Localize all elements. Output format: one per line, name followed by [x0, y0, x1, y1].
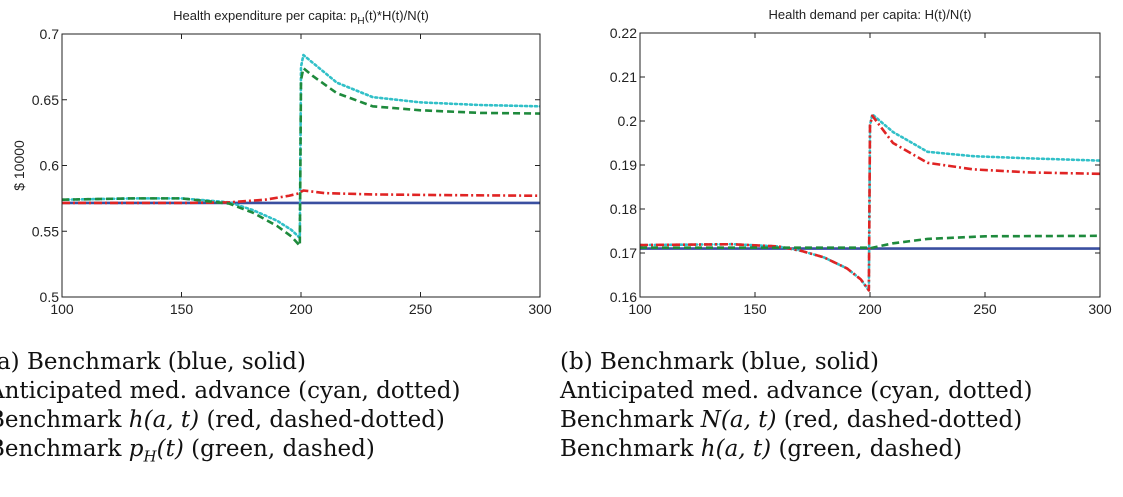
- chart-b-series-line-3: [640, 234, 1100, 250]
- chart-a-series-line-3: [62, 66, 540, 248]
- chart-a-caption-math-3: pH(t): [128, 436, 184, 466]
- chart-a-caption-line-1: Anticipated med. advance (cyan, dotted): [0, 378, 461, 404]
- chart-b-ytick-label-5: 0.21: [610, 69, 637, 85]
- chart-b-caption-math-2: N(a, t): [700, 407, 777, 433]
- chart-a-caption-math-2: h(a, t): [128, 407, 200, 433]
- chart-b-chart-title: Health demand per capita: H(t)/N(t): [768, 7, 971, 22]
- chart-b-xtick-label-1: 150: [743, 301, 767, 317]
- chart-b-ytick-label-4: 0.2: [618, 113, 638, 129]
- chart-b-caption-line-0: (b) Benchmark (blue, solid): [560, 349, 879, 375]
- chart-a-chart-title: Health expenditure per capita: pH(t)*H(t…: [173, 8, 429, 27]
- chart-b-svg: 100 150 200 250 300 0.16 0.17 0.18 0.19 0.2 0.21 0.…: [610, 7, 1112, 317]
- chart-b-xtick-label-3: 250: [973, 301, 997, 317]
- chart-a-xtick-label-1: 150: [170, 301, 194, 317]
- chart-a-y-axis-label: $ 10000: [11, 140, 27, 191]
- chart-b-xtick-label-4: 300: [1088, 301, 1112, 317]
- chart-a-xtick-label-0: 100: [50, 301, 74, 317]
- chart-a-xtick-label-2: 200: [289, 301, 313, 317]
- chart-a-ytick-label-2: 0.6: [40, 158, 60, 174]
- chart-a-ytick-label-3: 0.65: [32, 92, 59, 108]
- chart-a-ytick-label-1: 0.55: [32, 223, 59, 239]
- chart-b-ytick-label-1: 0.17: [610, 245, 637, 261]
- chart-b-ytick-label-0: 0.16: [610, 289, 637, 305]
- chart-b-caption-math-3: h(a, t): [700, 436, 772, 462]
- chart-b-xtick-label-0: 100: [628, 301, 652, 317]
- chart-a-xtick-label-3: 250: [409, 301, 433, 317]
- caption-a: (a) Benchmark (blue, solid) Anticipated m…: [0, 348, 460, 472]
- chart-b-ytick-label-3: 0.19: [610, 157, 637, 173]
- chart-b-ytick-label-2: 0.18: [610, 201, 637, 217]
- chart-a-svg: 100 150 200 250 300 0.5 0.55 0.6 0.65 0.7 Health e…: [11, 8, 552, 317]
- chart-a-caption-line-2: Benchmark h(a, t) (red, dashed-dotted): [0, 407, 445, 433]
- chart-a-series-line-2: [62, 189, 540, 205]
- chart-panel-a: 100 150 200 250 300 0.5 0.55 0.6 0.65 0.7 Health e…: [0, 0, 560, 497]
- chart-b-caption-line-2: Benchmark N(a, t) (red, dashed-dotted): [560, 407, 1023, 433]
- chart-a-caption-line-3: Benchmark pH(t) (green, dashed): [0, 436, 375, 466]
- chart-a-ytick-label-4: 0.7: [40, 26, 60, 42]
- caption-b: (b) Benchmark (blue, solid) Anticipated m…: [560, 348, 1032, 464]
- chart-b-xtick-label-2: 200: [858, 301, 882, 317]
- chart-b-caption-line-3: Benchmark h(a, t) (green, dashed): [560, 436, 963, 462]
- chart-a-ytick-label-0: 0.5: [40, 289, 60, 305]
- chart-b-ytick-label-6: 0.22: [610, 25, 637, 41]
- chart-a-xtick-label-4: 300: [528, 301, 552, 317]
- chart-panel-b: 100 150 200 250 300 0.16 0.17 0.18 0.19 0.2 0.21 0.…: [560, 0, 1123, 497]
- chart-b-caption-line-1: Anticipated med. advance (cyan, dotted): [560, 378, 1033, 404]
- chart-a-caption-line-0: (a) Benchmark (blue, solid): [0, 349, 306, 375]
